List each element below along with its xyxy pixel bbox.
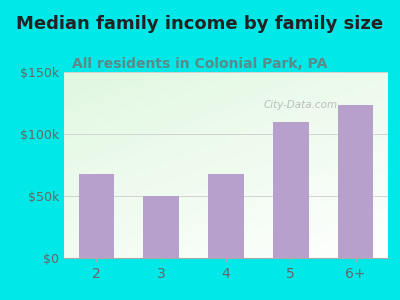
Bar [338, 106, 374, 258]
Bar [143, 196, 179, 258]
Text: All residents in Colonial Park, PA: All residents in Colonial Park, PA [72, 57, 328, 71]
Text: City-Data.com: City-Data.com [264, 100, 338, 110]
Bar [78, 174, 114, 258]
Bar [273, 122, 309, 258]
Text: Median family income by family size: Median family income by family size [16, 15, 384, 33]
Bar [208, 174, 244, 258]
